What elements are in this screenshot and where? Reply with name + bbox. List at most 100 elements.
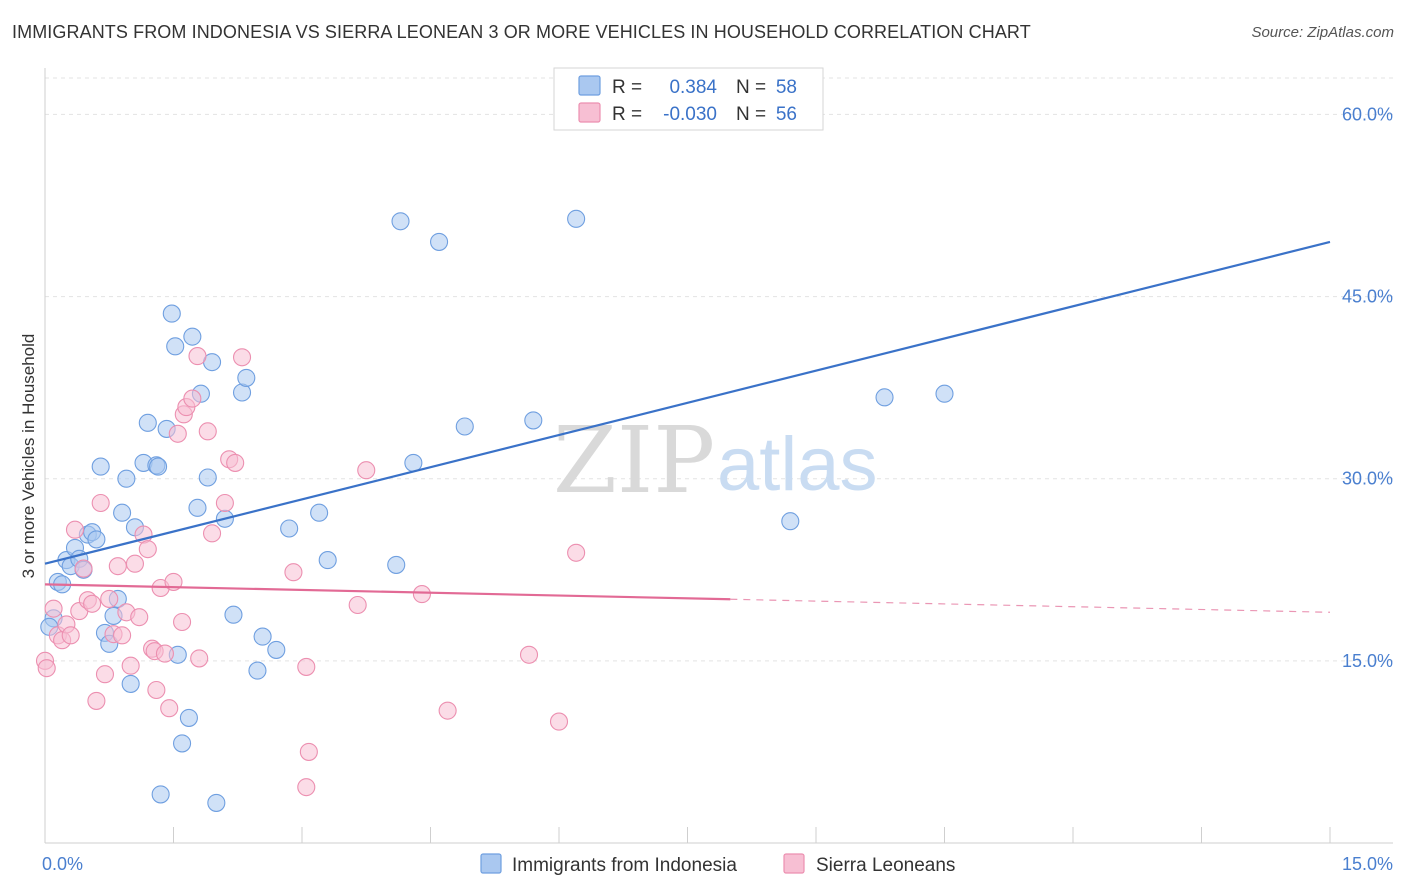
point-sierra-leone [65, 520, 85, 539]
point-indonesia [391, 212, 410, 231]
point-indonesia [430, 232, 449, 251]
axes [44, 68, 1393, 844]
trend-line-sierra-leone-extension [730, 598, 1331, 613]
point-sierra-leone [130, 608, 149, 627]
point-sierra-leone [138, 540, 157, 559]
point-indonesia [524, 411, 543, 430]
point-indonesia [207, 793, 226, 812]
point-indonesia [310, 503, 329, 522]
y-tick-label: 30.0% [1342, 469, 1393, 489]
point-indonesia [179, 708, 198, 727]
point-indonesia [166, 337, 185, 356]
stats-r-label: R = [612, 104, 642, 125]
stats-r-label: R = [612, 77, 642, 98]
point-sierra-leone [190, 649, 209, 668]
point-sierra-leone [168, 424, 187, 443]
point-sierra-leone [44, 599, 63, 618]
point-sierra-leone [357, 461, 376, 480]
point-sierra-leone [160, 699, 179, 718]
point-indonesia [198, 468, 217, 487]
point-indonesia [280, 519, 299, 538]
point-sierra-leone [83, 594, 102, 613]
point-indonesia [224, 605, 243, 624]
watermark-zip: ZIP [553, 407, 715, 514]
point-indonesia [183, 327, 202, 346]
point-sierra-leone [91, 493, 110, 513]
point-sierra-leone [215, 493, 234, 513]
point-sierra-leone [299, 742, 318, 761]
point-indonesia [91, 457, 110, 476]
point-indonesia [162, 304, 181, 323]
point-sierra-leone [412, 585, 431, 604]
point-indonesia [121, 674, 140, 693]
point-indonesia [875, 388, 894, 407]
stats-n-label: N = [736, 104, 766, 125]
point-indonesia [113, 503, 132, 522]
point-indonesia [248, 661, 267, 680]
stats-n-value: 58 [776, 77, 797, 98]
x-tick-label-max: 15.0% [1342, 854, 1393, 874]
legend-label-indonesia: Immigrants from Indonesia [512, 855, 737, 876]
point-sierra-leone [297, 657, 316, 676]
legend: Immigrants from Indonesia Sierra Leonean… [480, 853, 955, 876]
point-sierra-leone [113, 626, 132, 645]
point-indonesia [151, 785, 170, 804]
point-indonesia [173, 734, 192, 753]
chart-source: Source: ZipAtlas.com [1251, 24, 1394, 41]
point-indonesia [117, 469, 136, 488]
legend-swatch-sierra-leone [783, 853, 805, 874]
point-indonesia [138, 413, 157, 432]
point-indonesia [935, 384, 954, 403]
point-sierra-leone [203, 524, 222, 543]
point-sierra-leone [87, 691, 106, 710]
point-indonesia [455, 417, 474, 436]
stats-r-value: -0.030 [663, 104, 717, 125]
point-sierra-leone [74, 559, 93, 578]
point-sierra-leone [188, 347, 207, 366]
point-indonesia [781, 512, 800, 531]
stats-box: R = 0.384 N = 58 R = -0.030 N = 56 [553, 67, 824, 131]
point-sierra-leone [198, 422, 217, 441]
point-sierra-leone [226, 453, 245, 472]
trend-lines [44, 240, 1331, 613]
point-sierra-leone [183, 389, 202, 408]
trend-line-indonesia [44, 240, 1331, 565]
point-indonesia [387, 555, 406, 574]
point-sierra-leone [232, 348, 252, 367]
point-sierra-leone [549, 712, 569, 731]
point-sierra-leone [125, 554, 144, 573]
point-sierra-leone [155, 644, 174, 663]
stats-n-value: 56 [776, 104, 797, 125]
watermark-atlas: atlas [717, 422, 878, 507]
point-sierra-leone [121, 656, 140, 675]
point-sierra-leone [37, 659, 56, 678]
stats-swatch-indonesia [578, 75, 601, 96]
point-indonesia [267, 640, 286, 659]
chart-title: IMMIGRANTS FROM INDONESIA VS SIERRA LEON… [12, 22, 1031, 42]
point-indonesia [567, 209, 586, 228]
point-sierra-leone [108, 557, 127, 576]
stats-swatch-sierra-leone [578, 102, 601, 123]
point-sierra-leone [100, 589, 119, 608]
point-sierra-leone [438, 701, 457, 720]
point-sierra-leone [147, 680, 166, 700]
trend-line-sierra-leone [44, 583, 731, 601]
y-axis-label: 3 or more Vehicles in Household [19, 334, 38, 579]
point-sierra-leone [173, 612, 192, 632]
point-indonesia [149, 457, 168, 476]
point-sierra-leone [95, 665, 115, 684]
point-sierra-leone [567, 543, 586, 562]
point-indonesia [253, 627, 272, 646]
point-sierra-leone [519, 645, 539, 664]
point-indonesia [188, 498, 207, 517]
y-tick-label: 60.0% [1342, 104, 1393, 124]
point-sierra-leone [284, 563, 303, 582]
point-indonesia [87, 530, 106, 549]
point-sierra-leone [297, 778, 316, 797]
point-indonesia [237, 368, 256, 387]
point-indonesia [318, 551, 337, 570]
x-tick-label-min: 0.0% [42, 854, 83, 874]
point-sierra-leone [61, 626, 80, 645]
legend-swatch-indonesia [480, 853, 502, 874]
